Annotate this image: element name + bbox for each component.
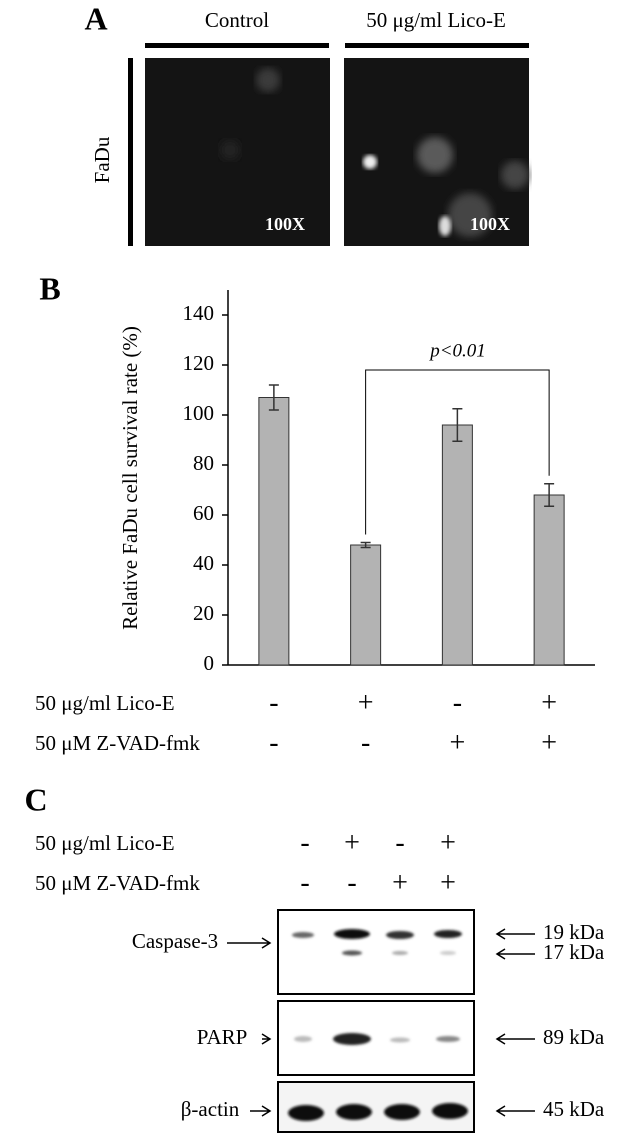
treatment-sign: + bbox=[358, 687, 374, 718]
magnification: 100X bbox=[265, 214, 305, 234]
molecular-weight: 19 kDa bbox=[543, 920, 605, 944]
bar bbox=[258, 397, 290, 666]
arrow bbox=[495, 1105, 535, 1117]
blot-name: β-actin bbox=[181, 1097, 240, 1121]
treatment-sign: + bbox=[440, 827, 456, 858]
panel-label: C bbox=[24, 781, 47, 817]
blot-name: PARP bbox=[197, 1025, 248, 1049]
y-tick-label: 20 bbox=[193, 601, 214, 625]
micrograph bbox=[344, 58, 529, 246]
bar-chart: 0 20 40 60 80 100 120 140 50 μg/ml Lico-E - + - +50 … bbox=[35, 290, 595, 758]
panel-label: A bbox=[84, 0, 107, 36]
y-tick-label: 100 bbox=[183, 401, 215, 425]
treatment-label: 50 μM Z-VAD-fmk bbox=[35, 871, 200, 895]
blot-name: Caspase-3 bbox=[132, 929, 218, 953]
y-tick-label: 0 bbox=[204, 651, 215, 675]
molecular-weight: 45 kDa bbox=[543, 1097, 605, 1121]
bar bbox=[441, 424, 473, 666]
molecular-weight: 17 kDa bbox=[543, 940, 605, 964]
treatment-sign: - bbox=[361, 727, 370, 758]
treatment-label: 50 μM Z-VAD-fmk bbox=[35, 731, 200, 755]
treatment-sign: + bbox=[344, 827, 360, 858]
treatment-sign: + bbox=[541, 727, 557, 758]
column-bar bbox=[145, 43, 329, 48]
panel-label: B bbox=[39, 270, 60, 306]
molecular-weight: 89 kDa bbox=[543, 1025, 605, 1049]
y-axis-label: Relative FaDu cell survival rate (%) bbox=[118, 326, 142, 630]
row-label: FaDu bbox=[90, 136, 114, 183]
magnification: 100X bbox=[470, 214, 510, 234]
treatment-sign: + bbox=[449, 727, 465, 758]
error-bar bbox=[360, 541, 371, 549]
arrow bbox=[495, 1033, 535, 1045]
y-tick-label: 120 bbox=[183, 351, 215, 375]
y-tick-label: 140 bbox=[183, 301, 215, 325]
arrow bbox=[227, 937, 272, 949]
treatment-sign: + bbox=[541, 687, 557, 718]
bar bbox=[350, 544, 382, 666]
y-tick-label: 40 bbox=[193, 551, 214, 575]
arrow bbox=[250, 1105, 272, 1117]
y-tick-label: 60 bbox=[193, 501, 214, 525]
row-bar bbox=[128, 58, 133, 246]
treatment-sign: - bbox=[347, 867, 356, 898]
treatment-sign: - bbox=[269, 687, 278, 718]
column-label: Control bbox=[205, 8, 269, 32]
treatment-sign: - bbox=[269, 727, 278, 758]
treatment-label: 50 μg/ml Lico-E bbox=[35, 691, 175, 715]
treatment-sign: - bbox=[300, 827, 309, 858]
micrograph bbox=[145, 58, 330, 246]
column-label: 50 μg/ml Lico-E bbox=[366, 8, 506, 32]
treatment-sign: - bbox=[453, 687, 462, 718]
treatment-sign: + bbox=[440, 867, 456, 898]
treatment-sign: - bbox=[395, 827, 404, 858]
treatment-sign: + bbox=[392, 867, 408, 898]
treatment-label: 50 μg/ml Lico-E bbox=[35, 831, 175, 855]
column-bar bbox=[345, 43, 529, 48]
arrow bbox=[261, 1033, 272, 1045]
bar bbox=[533, 494, 565, 666]
y-tick-label: 80 bbox=[193, 451, 214, 475]
annotation: p<0.01 bbox=[428, 340, 486, 361]
western-blot: 50 μg/ml Lico-E - + - +50 μM Z-VAD-fmk - - + + Ca… bbox=[35, 827, 605, 1133]
error-bar bbox=[452, 408, 463, 442]
treatment-sign: - bbox=[300, 867, 309, 898]
error-bar bbox=[268, 384, 279, 411]
arrow bbox=[495, 948, 535, 960]
error-bar bbox=[544, 483, 555, 507]
arrow bbox=[495, 928, 535, 940]
significance-bracket bbox=[365, 369, 550, 535]
